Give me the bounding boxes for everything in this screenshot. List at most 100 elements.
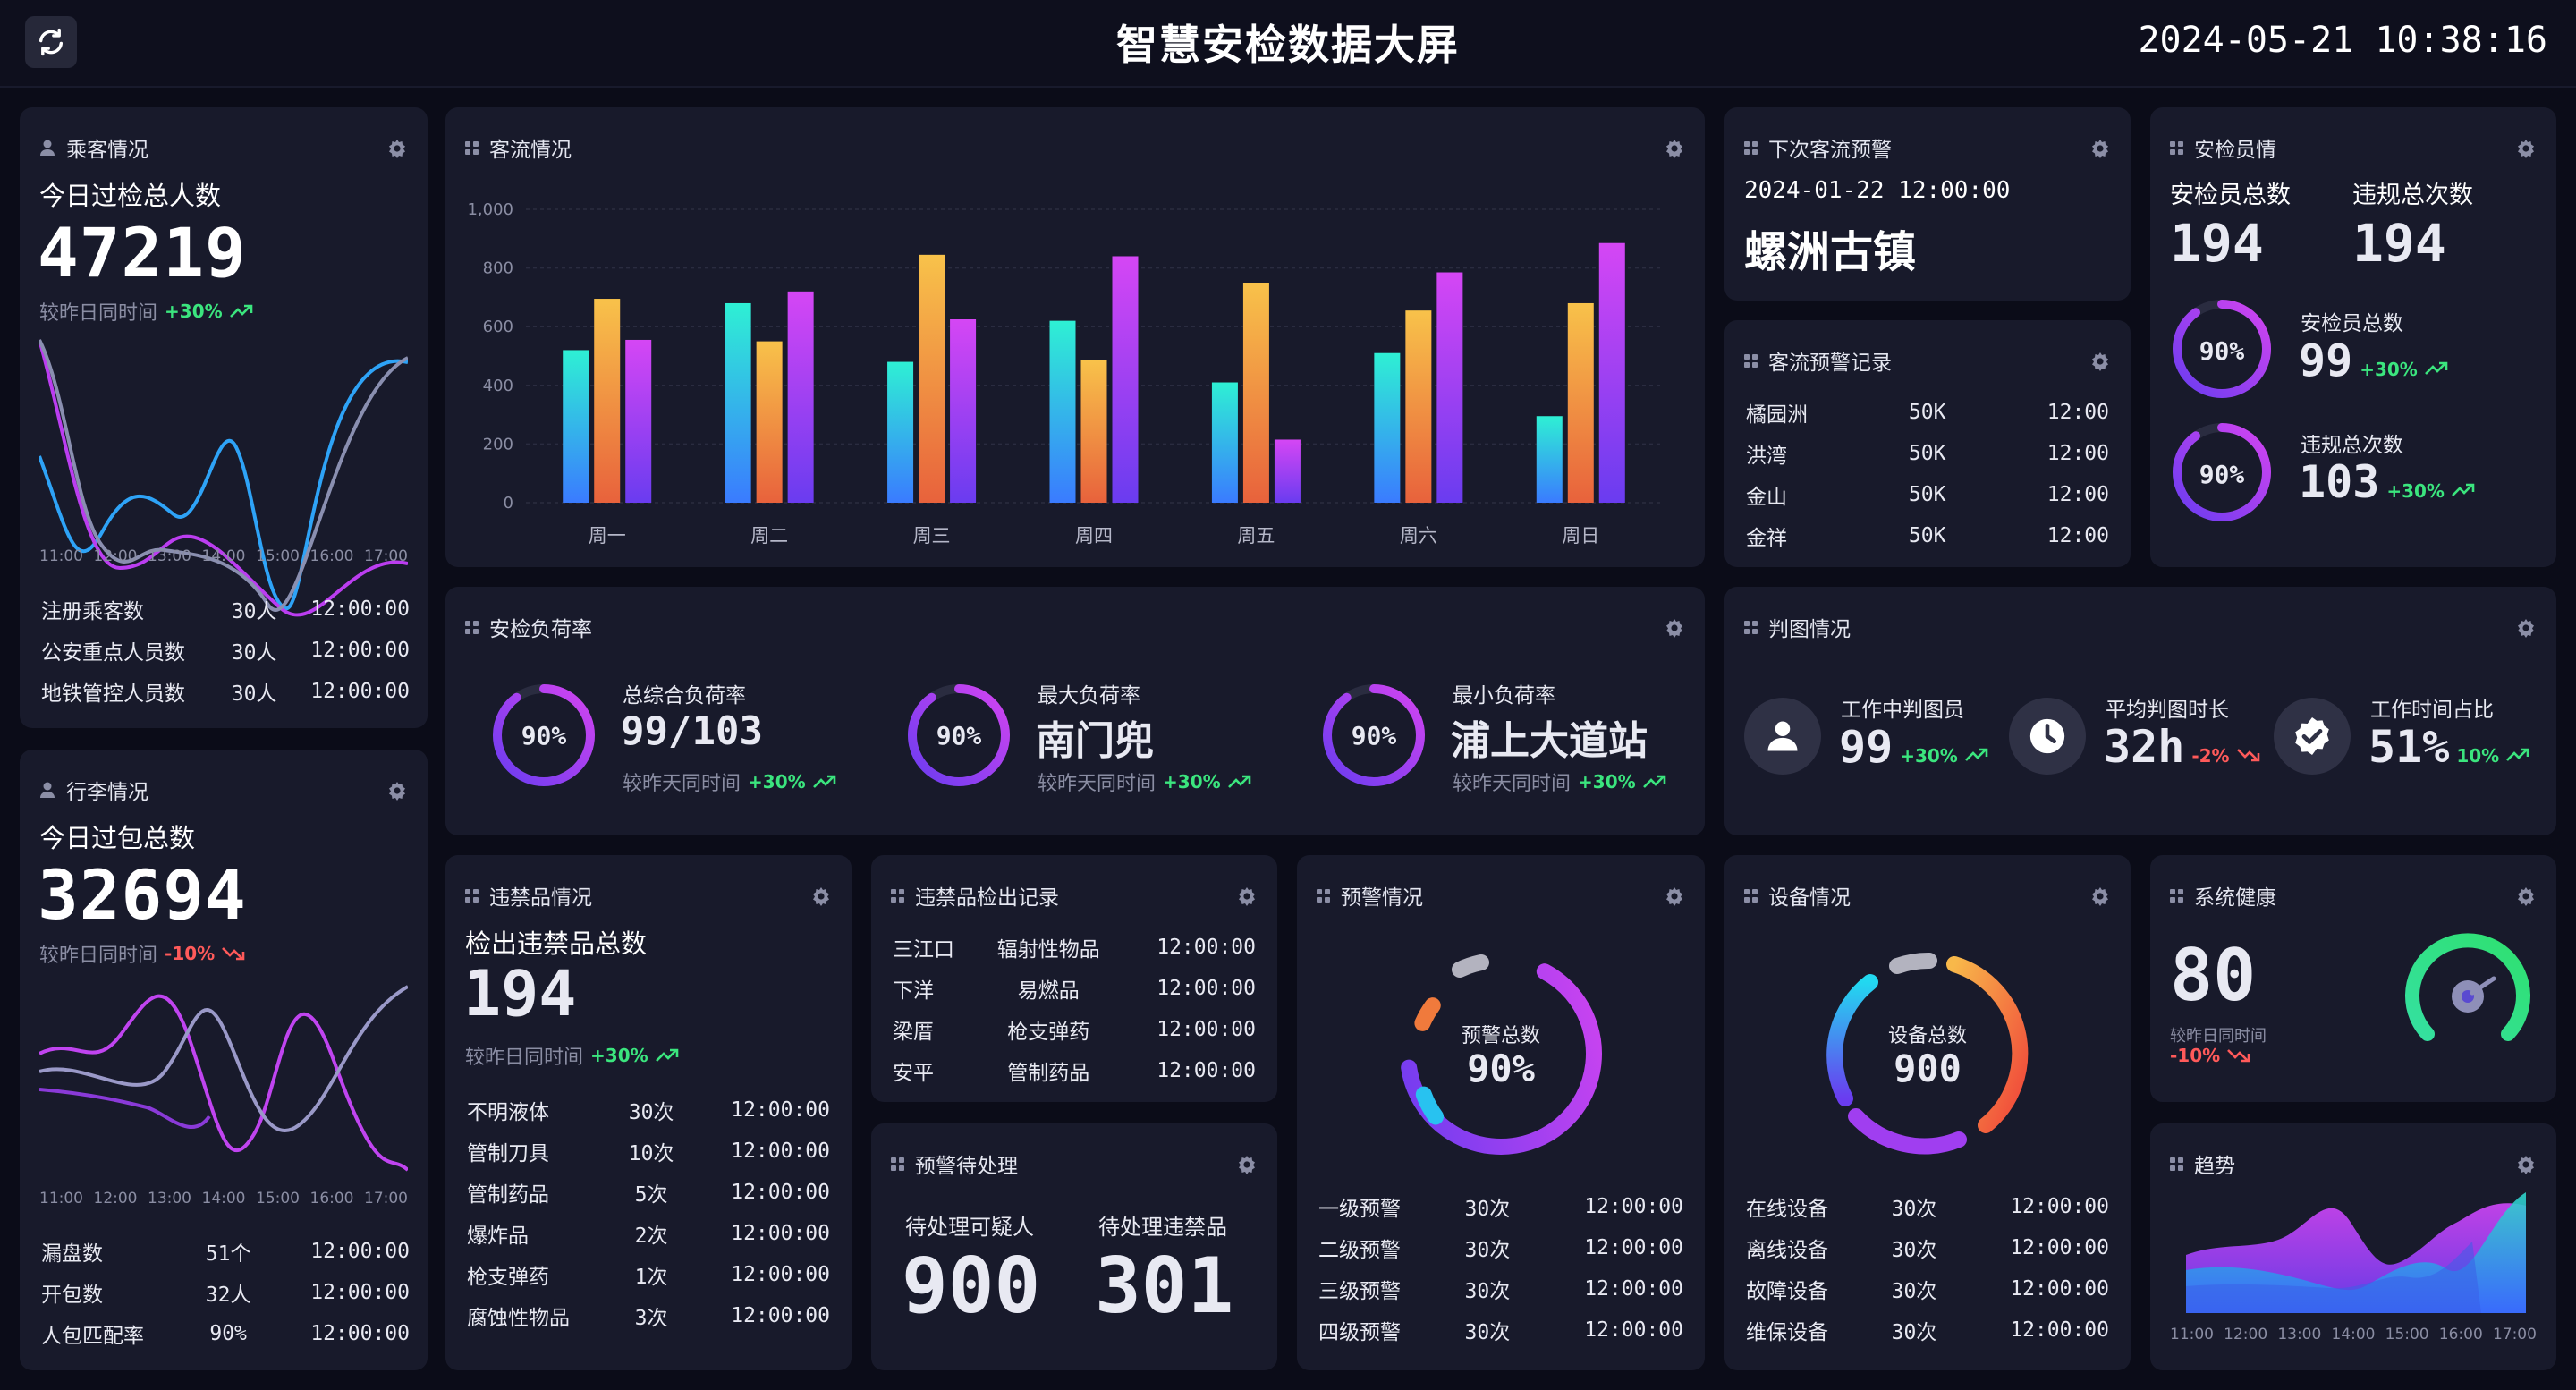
grid-icon (465, 140, 479, 155)
row-time: 12:00 (2046, 442, 2109, 465)
bar (887, 361, 914, 503)
row-name: 金山 (1746, 486, 1787, 509)
row-name: 三级预警 (1318, 1280, 1401, 1303)
row-count: 30次 (1464, 1321, 1511, 1344)
segment-cyan (1826, 974, 1878, 1106)
row-name: 公安重点人员数 (41, 641, 185, 665)
row-time: 12:00:00 (1584, 1277, 1683, 1301)
bar (724, 302, 751, 503)
row-type: 辐射性物品 (996, 938, 1100, 962)
row-count: 30次 (1464, 1198, 1511, 1221)
compare-change: +30% (1163, 771, 1221, 792)
row-name: 不明液体 (467, 1101, 549, 1124)
series-line (39, 994, 408, 1172)
gear-icon[interactable] (1664, 617, 1685, 639)
table-row: 梁厝 枪支弹药 12:00:00 (893, 1009, 1256, 1050)
gear-icon[interactable] (386, 138, 408, 159)
tick-label: 11:00 (39, 547, 83, 565)
row-count: 5次 (634, 1183, 668, 1207)
row-time: 12:00:00 (310, 680, 410, 703)
today-label: 今日过包总数 (39, 823, 196, 853)
gear-icon[interactable] (2089, 886, 2111, 907)
panel-title: 客流情况 (489, 139, 572, 162)
row-time: 12:00:00 (1584, 1318, 1683, 1342)
y-tick-label: 0 (504, 494, 513, 513)
gear-icon[interactable] (2089, 138, 2111, 159)
compare-row: 较昨日同时间 +30% (465, 1041, 679, 1070)
today-value: 47219 (38, 213, 247, 292)
staff-ring-gauge (2173, 300, 2271, 398)
table-row: 下洋 易燃品 12:00:00 (893, 968, 1256, 1009)
load-value: 99/103 (621, 708, 763, 754)
gear-icon[interactable] (810, 886, 832, 907)
panel-header: 客流情况 (465, 132, 1685, 163)
trend-area-chart (2186, 1192, 2526, 1313)
gear-icon[interactable] (2515, 138, 2537, 159)
area-series (2186, 1242, 2481, 1313)
tick-label: 16:00 (309, 547, 354, 565)
gear-icon[interactable] (1664, 138, 1685, 159)
judge-value: 99 (1839, 721, 1894, 773)
compare-change: +30% (165, 301, 223, 322)
grid-icon (465, 888, 479, 903)
row-name: 维保设备 (1746, 1321, 1828, 1344)
bar (1211, 382, 1238, 503)
x-tick-label: 周一 (589, 525, 626, 547)
gear-icon[interactable] (2515, 886, 2537, 907)
grid-icon (1744, 353, 1758, 368)
pending-suspect-value: 900 (902, 1242, 1041, 1331)
row-name: 故障设备 (1746, 1280, 1828, 1303)
panel-header: 客流预警记录 (1744, 345, 2111, 376)
gear-icon[interactable] (1236, 886, 1258, 907)
judge-label: 工作时间占比 (2370, 699, 2494, 722)
panel-title: 违禁品检出记录 (915, 886, 1059, 910)
warning-table: 一级预警 30次 12:00:00 二级预警 30次 12:00:00 三级预警 30次 1… (1318, 1186, 1683, 1351)
tick-label: 11:00 (39, 1190, 83, 1208)
clock-icon (2029, 718, 2065, 754)
tick-label: 13:00 (148, 1190, 191, 1208)
grid-icon (2170, 140, 2183, 155)
tick-label: 14:00 (201, 1190, 246, 1208)
gear-icon[interactable] (2089, 351, 2111, 372)
compare-change: +30% (590, 1045, 648, 1066)
judge-value-row: 99 +30% (1839, 721, 1988, 773)
ring-value: 99 (2299, 335, 2353, 386)
next-flow-place: 螺洲古镇 (1744, 227, 1917, 277)
top-bar: 智慧安检数据大屏 2024-05-21 10:38:16 (0, 0, 2576, 88)
ring-percent: 90% (1351, 721, 1397, 750)
panel-header: 违禁品情况 (465, 880, 832, 911)
gear-icon[interactable] (2515, 1154, 2537, 1175)
table-row: 三江口 辐射性物品 12:00:00 (893, 927, 1256, 968)
time-axis: 11:00 12:00 13:00 14:00 15:00 16:00 17:0… (39, 1190, 408, 1208)
y-tick-label: 600 (483, 318, 513, 336)
trend-down-icon (222, 947, 245, 961)
load-ring-gauge (908, 684, 1010, 786)
row-count: 50K (1908, 524, 1946, 547)
bar (950, 319, 977, 503)
panel-title: 安检负荷率 (489, 618, 592, 641)
gear-icon[interactable] (2515, 617, 2537, 639)
row-time: 12:00:00 (2010, 1277, 2109, 1301)
contraband-panel: 违禁品情况 检出违禁品总数 194 较昨日同时间 +30% 不明液体 30次 12:… (445, 855, 852, 1370)
gear-icon[interactable] (1664, 886, 1685, 907)
device-center-label: 设备总数 (1887, 1025, 1967, 1047)
compare-row: 较昨天同时间 +30% (623, 767, 836, 796)
tick-label: 16:00 (2438, 1326, 2483, 1343)
series-line (39, 359, 408, 610)
gear-icon[interactable] (1236, 1154, 1258, 1175)
tick-label: 16:00 (309, 1190, 354, 1208)
segment-teal (1415, 1086, 1445, 1125)
segment-gray (1889, 953, 1937, 974)
row-name: 枪支弹药 (467, 1266, 549, 1289)
bar (1567, 302, 1594, 503)
tick-label: 15:00 (256, 1190, 300, 1208)
row-time: 12:00:00 (731, 1098, 830, 1122)
row-type: 易燃品 (1017, 979, 1080, 1003)
row-type: 管制药品 (1007, 1062, 1090, 1085)
row-time: 12:00:00 (731, 1222, 830, 1245)
refresh-button[interactable] (25, 16, 77, 68)
row-time: 12:00:00 (1584, 1236, 1683, 1259)
trend-panel: 趋势 11:00 12:00 13:00 14:00 15:00 16:00 1… (2150, 1123, 2556, 1370)
gear-icon[interactable] (386, 780, 408, 801)
row-name: 三江口 (893, 938, 954, 962)
